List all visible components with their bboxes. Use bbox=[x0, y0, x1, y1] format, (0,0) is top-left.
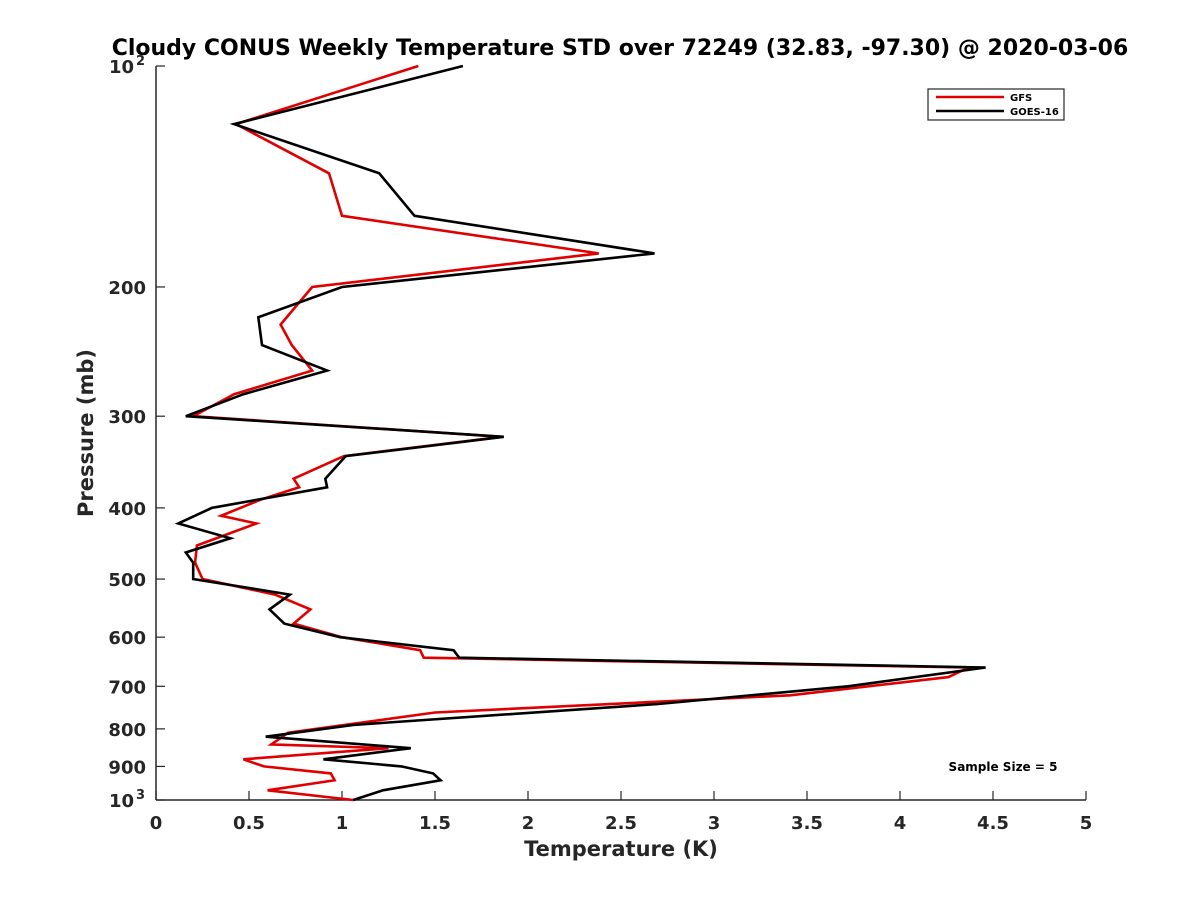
x-tick-label: 3.5 bbox=[791, 813, 823, 834]
y-tick-label: 10 bbox=[109, 791, 134, 812]
legend-label-gfs: GFS bbox=[1010, 93, 1032, 104]
chart-title: Cloudy CONUS Weekly Temperature STD over… bbox=[112, 36, 1129, 61]
y-tick-label: 700 bbox=[108, 677, 146, 698]
x-tick-label: 2.5 bbox=[605, 813, 637, 834]
series-lines bbox=[174, 64, 986, 802]
series-line-goes-16 bbox=[174, 64, 986, 802]
sample-size-annotation: Sample Size = 5 bbox=[949, 760, 1058, 774]
x-tick-label: 0.5 bbox=[233, 813, 265, 834]
x-axis-label: Temperature (K) bbox=[524, 837, 718, 861]
x-tick-label: 2 bbox=[522, 813, 535, 834]
x-ticks: 0 0.5 1 1.5 2 2.5 3 3.5 4 4.5 5 bbox=[150, 791, 1093, 834]
y-tick-label: 800 bbox=[108, 720, 146, 741]
series-line-gfs bbox=[188, 64, 970, 802]
x-tick-label: 5 bbox=[1080, 813, 1093, 834]
y-tick-label: 500 bbox=[108, 570, 146, 591]
y-tick-label: 300 bbox=[108, 407, 146, 428]
legend-box bbox=[927, 88, 1065, 121]
x-tick-label: 4.5 bbox=[977, 813, 1009, 834]
x-tick-label: 1 bbox=[336, 813, 349, 834]
y-tick-label: 200 bbox=[108, 278, 146, 299]
y-tick-label-exponent: 2 bbox=[136, 54, 145, 69]
plot-area: 0 0.5 1 1.5 2 2.5 3 3.5 4 4.5 5 10 2200300400500600… bbox=[108, 54, 1092, 834]
y-tick-label: 400 bbox=[108, 499, 146, 520]
x-tick-label: 1.5 bbox=[419, 813, 451, 834]
legend: GFS GOES-16 bbox=[927, 88, 1065, 121]
y-tick-label: 900 bbox=[108, 757, 146, 778]
y-tick-label: 600 bbox=[108, 628, 146, 649]
y-axis-label: Pressure (mb) bbox=[74, 349, 98, 517]
y-tick-label-exponent: 3 bbox=[136, 788, 145, 803]
legend-label-goes-16: GOES-16 bbox=[1010, 107, 1059, 118]
y-tick-label: 10 bbox=[109, 57, 134, 78]
x-tick-label: 3 bbox=[708, 813, 721, 834]
x-tick-label: 4 bbox=[894, 813, 907, 834]
x-tick-label: 0 bbox=[150, 813, 163, 834]
